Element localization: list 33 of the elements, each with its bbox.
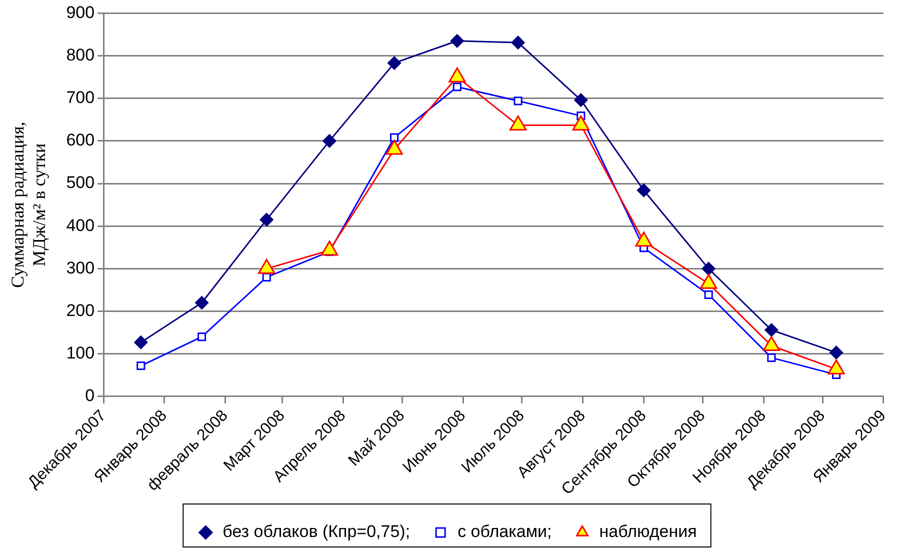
y-tick-label: 100 bbox=[66, 344, 95, 363]
point bbox=[830, 346, 844, 360]
legend-label: наблюдения bbox=[599, 522, 697, 542]
point bbox=[390, 133, 399, 142]
legend-label: с облаками; bbox=[458, 522, 552, 542]
y-tick-label: 700 bbox=[66, 88, 95, 108]
point bbox=[574, 93, 588, 107]
point bbox=[511, 36, 525, 50]
point bbox=[767, 353, 776, 362]
point bbox=[136, 361, 146, 370]
y-axis-title: Суммарная радиация, МДж/м² в сутки bbox=[8, 122, 50, 288]
y-tick-label: 600 bbox=[66, 130, 95, 150]
point bbox=[702, 262, 716, 276]
y-tick-label: 400 bbox=[66, 216, 95, 235]
y-tick-label: 200 bbox=[66, 300, 95, 320]
point bbox=[637, 184, 651, 198]
y-tick-label: 900 bbox=[66, 2, 95, 22]
y-tick-label: 0 bbox=[85, 386, 95, 406]
y-tick-label: 300 bbox=[66, 258, 95, 278]
point bbox=[450, 34, 464, 48]
point bbox=[704, 290, 713, 299]
point bbox=[452, 82, 462, 92]
point bbox=[198, 332, 206, 342]
y-tick-label: 800 bbox=[66, 45, 95, 64]
point bbox=[764, 323, 778, 337]
point bbox=[134, 336, 148, 350]
point bbox=[195, 296, 209, 310]
y-tick-label: 500 bbox=[66, 173, 95, 192]
point bbox=[260, 212, 274, 226]
point bbox=[388, 56, 402, 70]
legend-label: без облаков (Кпр=0,75); bbox=[222, 522, 410, 542]
point bbox=[514, 96, 522, 106]
point bbox=[322, 134, 336, 148]
